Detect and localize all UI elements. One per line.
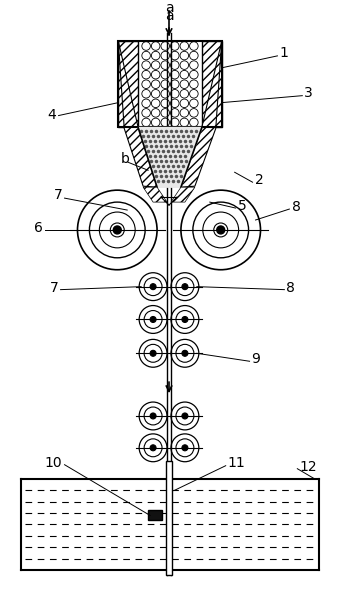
- Polygon shape: [138, 127, 202, 187]
- Polygon shape: [143, 187, 167, 202]
- Circle shape: [150, 445, 156, 451]
- Circle shape: [182, 316, 188, 322]
- Circle shape: [217, 226, 225, 234]
- Text: 7: 7: [54, 188, 63, 202]
- Text: a: a: [165, 9, 173, 23]
- Text: 7: 7: [50, 281, 58, 295]
- Text: 8: 8: [286, 281, 295, 295]
- Text: 2: 2: [255, 173, 263, 187]
- Text: 8: 8: [292, 200, 301, 214]
- Text: 1: 1: [280, 46, 288, 60]
- Polygon shape: [118, 41, 157, 187]
- Text: 10: 10: [45, 456, 63, 470]
- Bar: [148, 511, 162, 520]
- Bar: [138, 41, 202, 127]
- Bar: [118, 41, 222, 127]
- Circle shape: [182, 350, 188, 356]
- Text: a: a: [165, 1, 173, 15]
- Circle shape: [150, 284, 156, 290]
- Text: 6: 6: [34, 221, 43, 235]
- Text: b: b: [120, 152, 129, 166]
- Text: 12: 12: [299, 460, 317, 474]
- Text: 3: 3: [304, 86, 313, 100]
- Bar: [202, 41, 222, 127]
- Text: 9: 9: [251, 352, 261, 366]
- Text: 5: 5: [238, 199, 246, 213]
- Bar: [166, 461, 172, 575]
- Polygon shape: [138, 127, 202, 187]
- Circle shape: [150, 350, 156, 356]
- Bar: [118, 41, 138, 127]
- Polygon shape: [181, 41, 222, 187]
- Circle shape: [182, 284, 188, 290]
- Circle shape: [150, 316, 156, 322]
- Text: 4: 4: [47, 107, 55, 122]
- Circle shape: [113, 226, 121, 234]
- Circle shape: [182, 445, 188, 451]
- Circle shape: [150, 413, 156, 419]
- Polygon shape: [171, 187, 195, 202]
- Text: 11: 11: [228, 456, 245, 470]
- Circle shape: [182, 413, 188, 419]
